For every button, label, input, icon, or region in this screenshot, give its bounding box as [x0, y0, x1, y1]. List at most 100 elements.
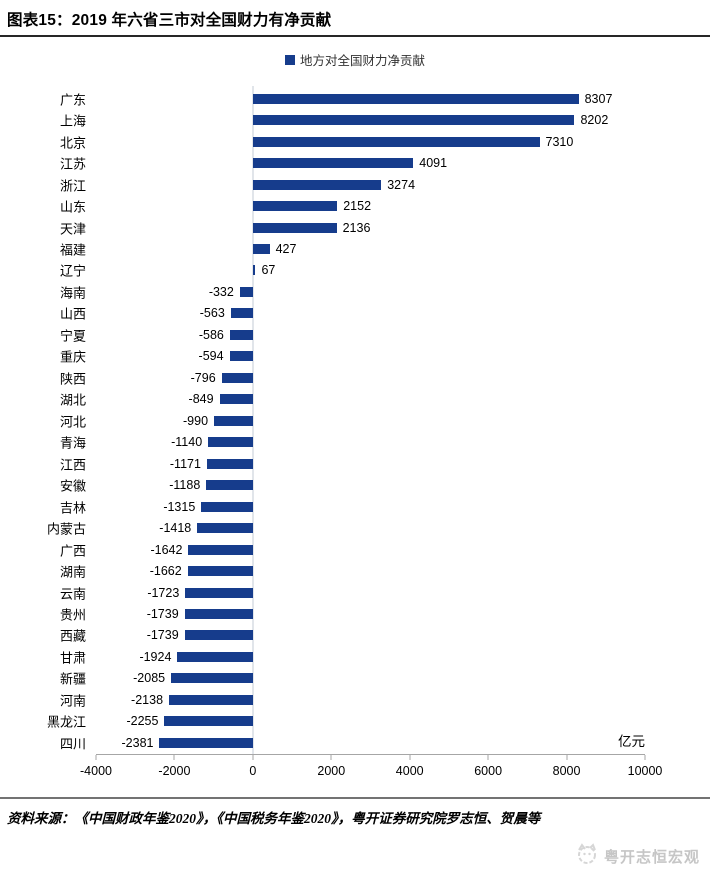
axis-tick: [409, 755, 411, 760]
bar-row: 四川 -2381: [60, 732, 645, 753]
value-label: -796: [190, 370, 216, 385]
bar: [185, 587, 253, 598]
brand-name: 粤开志恒宏观: [603, 848, 700, 866]
value-label: -2381: [121, 735, 154, 750]
bar-row: 广西 -1642: [60, 539, 645, 560]
value-label: -1188: [169, 478, 201, 493]
category-label: 福建: [59, 242, 86, 258]
bar-row: 陕西 -796: [60, 367, 645, 388]
value-label: 3274: [387, 177, 416, 192]
bar-row: 浙江 3274: [60, 174, 645, 195]
brand-watermark: 粤开志恒宏观: [574, 843, 700, 869]
axis-tick: [566, 755, 568, 760]
bar: [188, 544, 253, 555]
bar-row: 福建 427: [60, 238, 645, 259]
category-label: 安徽: [59, 478, 86, 494]
value-label: 427: [275, 242, 297, 257]
figure-footer: 资料来源：《中国财政年鉴2020》，《中国税务年鉴2020》，粤开证券研究院罗志…: [0, 797, 710, 866]
bar: [184, 630, 253, 641]
tick-label: -4000: [80, 764, 112, 778]
value-label: -1642: [150, 542, 183, 557]
value-label: 4091: [419, 156, 448, 171]
value-label: -332: [208, 284, 234, 299]
category-label: 内蒙古: [46, 521, 86, 537]
bar: [230, 308, 253, 319]
legend-marker-icon: [284, 54, 295, 65]
category-label: 湖南: [59, 564, 86, 580]
value-label: 67: [261, 263, 276, 278]
axis-tick: [330, 755, 332, 760]
value-label: -1924: [139, 649, 172, 664]
category-label: 海南: [59, 285, 86, 301]
category-label: 四川: [59, 736, 86, 752]
bar: [214, 415, 253, 426]
bar: [164, 716, 253, 727]
value-label: -1171: [169, 456, 201, 471]
tick-label: 10000: [627, 764, 663, 778]
tick-label: 4000: [395, 764, 424, 778]
bar-row: 广东 8307: [60, 88, 645, 109]
category-label: 河北: [59, 414, 86, 430]
bar: [252, 93, 579, 104]
bar: [252, 179, 382, 190]
x-axis-line: [95, 754, 646, 761]
category-label: 广西: [59, 543, 86, 559]
category-label: 云南: [59, 586, 86, 602]
bar-row: 新疆 -2085: [60, 668, 645, 689]
category-label: 山西: [59, 306, 86, 322]
bar-chart: 亿元 广东 8307 上海 8202 北京 7310 江苏 4091 浙江 3274 山东 2152 天…: [0, 86, 710, 784]
category-label: 河南: [59, 693, 86, 709]
value-label: -586: [198, 327, 224, 342]
tick-label: 0: [249, 764, 257, 778]
tick-label: 6000: [474, 764, 503, 778]
category-label: 甘肃: [59, 650, 86, 666]
bar-row: 北京 7310: [60, 131, 645, 152]
value-label: -1315: [163, 499, 196, 514]
bar: [229, 351, 253, 362]
bar: [171, 673, 253, 684]
bar-row: 云南 -1723: [60, 582, 645, 603]
bar: [206, 480, 253, 491]
source-text: 资料来源：《中国财政年鉴2020》，《中国税务年鉴2020》，粤开证券研究院罗志…: [7, 811, 541, 826]
bar-row: 山东 2152: [60, 195, 645, 216]
bar: [169, 694, 253, 705]
value-label: -1140: [171, 435, 203, 450]
bar-row: 西藏 -1739: [60, 625, 645, 646]
category-label: 西藏: [59, 628, 86, 644]
value-label: -2085: [133, 671, 166, 686]
bar-row: 山西 -563: [60, 303, 645, 324]
value-label: -2255: [126, 714, 159, 729]
bar: [239, 286, 253, 297]
value-label: 8202: [580, 113, 609, 128]
category-label: 青海: [59, 435, 86, 451]
bar-row: 黑龙江 -2255: [47, 711, 645, 732]
bar: [252, 136, 540, 147]
tick-label: 8000: [552, 764, 581, 778]
axis-tick: [95, 755, 97, 760]
category-label: 山东: [59, 199, 86, 215]
bar-row: 上海 8202: [60, 109, 645, 130]
bar: [197, 523, 253, 534]
category-label: 宁夏: [59, 328, 86, 344]
bar: [187, 566, 253, 577]
category-label: 天津: [59, 221, 86, 237]
category-label: 浙江: [59, 178, 86, 194]
bar-row: 内蒙古 -1418: [47, 517, 645, 538]
bar-row: 天津 2136: [60, 217, 645, 238]
axis-tick: [173, 755, 175, 760]
brand-logo-icon: [574, 843, 598, 869]
value-label: 2136: [342, 220, 371, 235]
bar: [184, 608, 253, 619]
bar: [252, 222, 337, 233]
axis-tick: [644, 755, 646, 760]
bar: [252, 265, 256, 276]
bar: [206, 458, 253, 469]
category-label: 重庆: [59, 349, 86, 365]
value-label: -594: [198, 349, 224, 364]
bar: [221, 372, 253, 383]
value-label: -1418: [159, 521, 192, 536]
bar-row: 甘肃 -1924: [60, 646, 645, 667]
value-label: -849: [188, 392, 214, 407]
category-label: 广东: [59, 92, 86, 108]
